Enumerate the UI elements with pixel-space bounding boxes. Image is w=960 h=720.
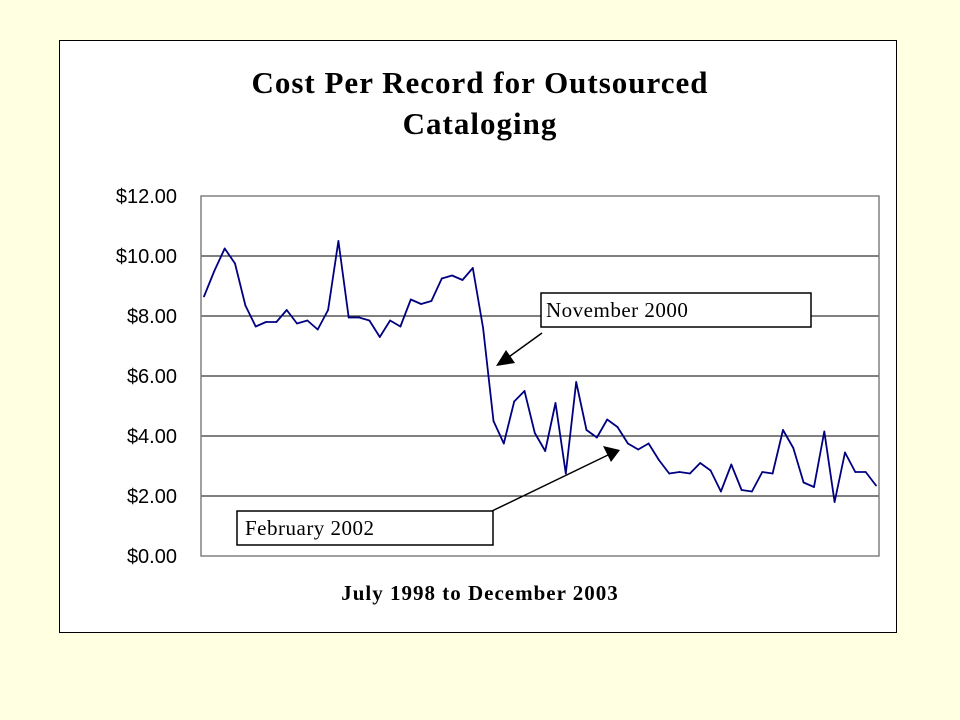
data-point <box>378 336 381 338</box>
data-point <box>203 295 205 298</box>
data-point <box>358 316 360 319</box>
y-tick-label: $8.00 <box>127 306 177 328</box>
data-point <box>761 471 764 473</box>
data-point <box>213 270 216 272</box>
annotation-november-2000: November 2000 <box>496 292 812 366</box>
annotation-box <box>236 510 494 546</box>
data-point <box>595 436 598 439</box>
data-point <box>285 309 288 311</box>
data-point <box>751 490 753 493</box>
data-point <box>440 277 443 280</box>
chart-frame: Cost Per Record for Outsourced Catalogin… <box>59 40 897 633</box>
y-tick-label: $4.00 <box>127 426 177 448</box>
data-point <box>771 472 774 475</box>
data-point <box>813 486 815 488</box>
data-point <box>533 432 536 434</box>
line-chart: Cost Per Record for Outsourced Catalogin… <box>116 65 880 605</box>
y-axis-tick-labels: $0.00 $2.00 $4.00 $6.00 $8.00 $10.00 $12.00 <box>116 186 177 568</box>
data-point <box>337 240 340 242</box>
y-tick-label: $2.00 <box>127 486 177 508</box>
data-point <box>699 462 702 464</box>
data-point <box>616 426 619 428</box>
data-point <box>275 321 278 323</box>
data-point <box>347 316 350 319</box>
annotation-arrow-line <box>505 332 543 360</box>
data-point <box>647 442 650 445</box>
data-point <box>430 300 433 302</box>
y-tick-label: $0.00 <box>127 546 177 568</box>
data-point <box>316 328 319 331</box>
data-point <box>544 450 547 452</box>
data-point <box>678 471 681 473</box>
chart-title-line-1: Cost Per Record for Outsourced <box>251 65 708 100</box>
data-point <box>265 321 267 323</box>
data-point <box>554 402 557 404</box>
data-point <box>730 463 733 466</box>
data-point <box>409 298 412 301</box>
y-tick-label: $12.00 <box>116 186 177 208</box>
data-point <box>782 429 784 431</box>
x-axis-label: July 1998 to December 2003 <box>341 581 619 605</box>
data-point <box>523 390 526 392</box>
data-point <box>502 442 505 445</box>
data-point <box>575 381 578 383</box>
data-point <box>637 448 640 451</box>
data-points <box>203 240 877 503</box>
data-point <box>254 325 257 328</box>
data-point <box>657 459 660 461</box>
y-tick-label: $6.00 <box>127 366 177 388</box>
annotation-arrow-line <box>491 454 609 512</box>
gridlines <box>201 255 879 497</box>
annotation-label: November 2000 <box>546 298 688 322</box>
data-point <box>844 451 846 454</box>
data-point <box>296 322 298 325</box>
annotation-box <box>540 292 812 328</box>
chart-title-line-2: Cataloging <box>403 106 558 141</box>
data-point <box>864 471 867 473</box>
data-point <box>234 262 236 265</box>
data-point <box>451 274 454 277</box>
data-point <box>854 471 857 473</box>
data-point <box>564 472 567 475</box>
annotation-arrowhead <box>496 350 515 366</box>
data-point <box>471 267 474 269</box>
data-point <box>833 501 836 503</box>
plot-area-border <box>200 195 880 557</box>
data-point <box>461 279 464 281</box>
data-point <box>244 304 247 307</box>
data-point <box>399 325 402 328</box>
data-point <box>327 309 329 311</box>
data-point <box>368 319 371 322</box>
series-line <box>203 240 877 503</box>
data-point <box>585 429 588 431</box>
data-point <box>668 472 671 475</box>
data-point <box>420 303 423 305</box>
data-point <box>223 247 226 250</box>
data-point <box>823 430 826 433</box>
data-point <box>709 469 712 472</box>
data-point <box>606 418 609 421</box>
data-point <box>306 319 309 322</box>
data-point <box>792 447 795 449</box>
data-point <box>389 319 391 322</box>
annotation-arrowhead <box>603 446 620 462</box>
data-point <box>802 481 805 484</box>
data-point <box>875 484 877 487</box>
data-point <box>513 400 516 403</box>
data-point <box>740 489 743 491</box>
data-point <box>482 327 485 329</box>
data-point <box>689 472 691 475</box>
annotation-label: February 2002 <box>245 516 375 540</box>
annotation-february-2002: February 2002 <box>236 446 620 546</box>
data-point <box>720 490 722 493</box>
y-tick-label: $10.00 <box>116 246 177 268</box>
data-point <box>492 420 495 422</box>
data-point <box>626 442 629 445</box>
